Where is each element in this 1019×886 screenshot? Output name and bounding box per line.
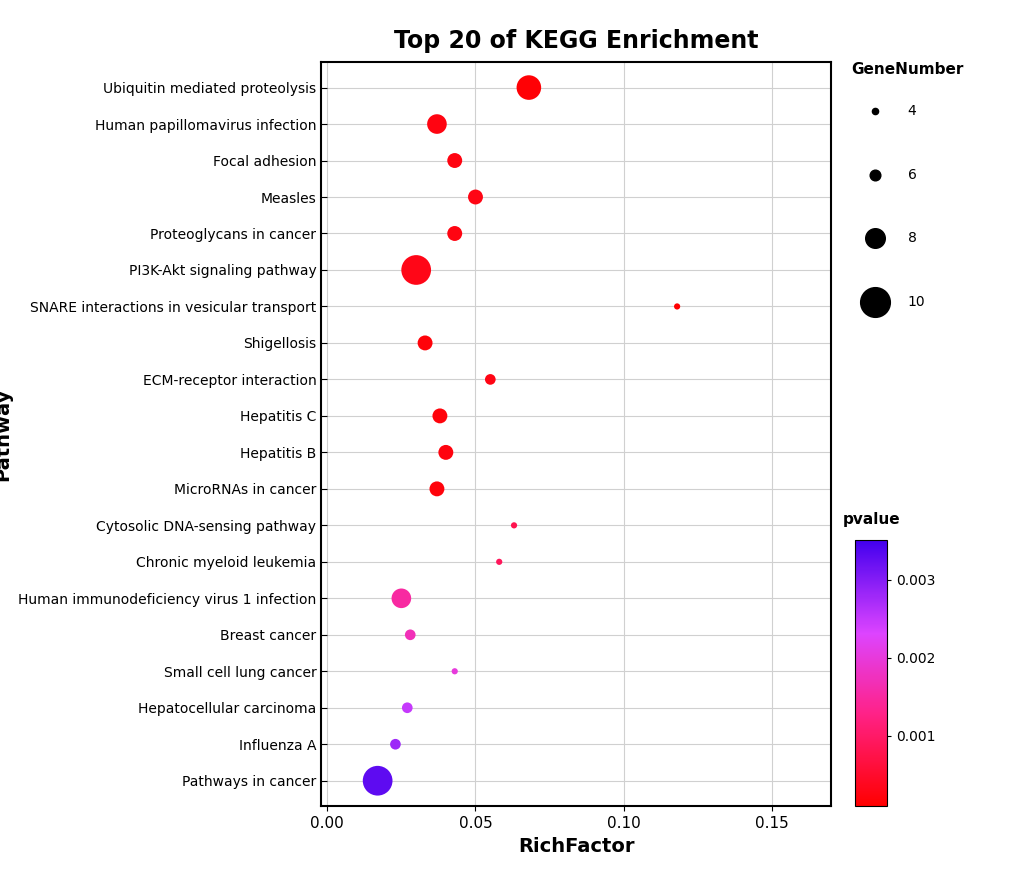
X-axis label: RichFactor: RichFactor bbox=[518, 836, 634, 856]
Point bbox=[467, 190, 483, 204]
Point bbox=[401, 627, 418, 641]
Title: Top 20 of KEGG Enrichment: Top 20 of KEGG Enrichment bbox=[393, 29, 758, 53]
Point bbox=[866, 231, 882, 245]
Text: 10: 10 bbox=[907, 295, 924, 309]
Point bbox=[369, 773, 385, 788]
Text: 8: 8 bbox=[907, 231, 916, 245]
Point bbox=[520, 81, 536, 95]
Point bbox=[437, 446, 453, 460]
Text: 6: 6 bbox=[907, 167, 916, 182]
Text: 4: 4 bbox=[907, 104, 916, 118]
Point bbox=[428, 482, 444, 496]
Point bbox=[866, 167, 882, 182]
Text: GeneNumber: GeneNumber bbox=[851, 62, 963, 77]
Point bbox=[668, 299, 685, 314]
Point bbox=[866, 104, 882, 118]
Point bbox=[417, 336, 433, 350]
Point bbox=[408, 263, 424, 277]
Point bbox=[387, 737, 404, 751]
Point bbox=[398, 701, 415, 715]
Text: pvalue: pvalue bbox=[842, 512, 899, 527]
Point bbox=[446, 153, 463, 167]
Point bbox=[505, 518, 522, 532]
Y-axis label: Pathway: Pathway bbox=[0, 387, 12, 481]
Point bbox=[446, 227, 463, 241]
Point bbox=[446, 664, 463, 679]
Point bbox=[428, 117, 444, 131]
Point bbox=[866, 295, 882, 309]
Point bbox=[392, 591, 409, 605]
Point bbox=[482, 372, 498, 386]
Point bbox=[490, 555, 506, 569]
Point bbox=[431, 408, 447, 423]
